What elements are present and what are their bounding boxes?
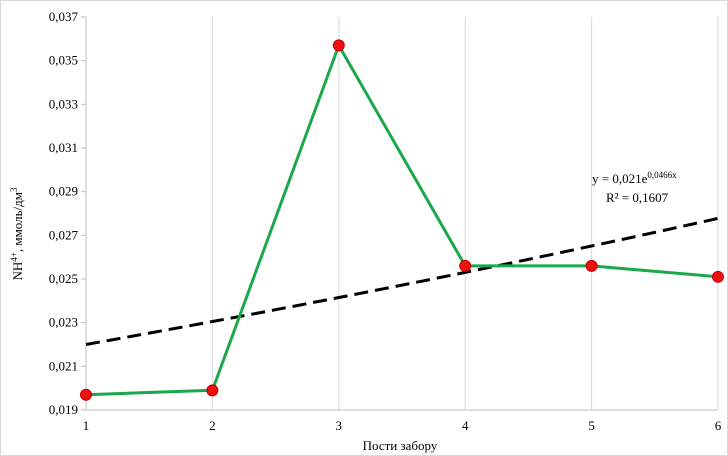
trendline-equation-prefix: y = 0,021e xyxy=(592,171,648,186)
y-tick-label: 0,021 xyxy=(49,358,78,373)
y-tick-labels: 0,019 0,021 0,023 0,025 0,027 0,029 0,031 0,033… xyxy=(49,9,79,417)
trendline xyxy=(85,216,719,346)
y-tick-label: 0,037 xyxy=(49,9,79,24)
trendline-path xyxy=(85,216,719,346)
x-tick-labels: 1 2 3 4 5 6 xyxy=(83,418,722,433)
grid-lines xyxy=(211,17,719,410)
axes xyxy=(81,16,718,411)
x-axis-title: Пости забору xyxy=(363,438,438,453)
y-tick-label: 0,031 xyxy=(49,140,78,155)
data-point xyxy=(585,259,598,272)
y-tick-label: 0,029 xyxy=(49,184,78,199)
trendline-equation: y = 0,021e0,0466x xyxy=(592,170,677,186)
y-tick-label: 0,023 xyxy=(49,315,78,330)
x-tick-label: 6 xyxy=(715,418,722,433)
y-tick-label: 0,035 xyxy=(49,53,78,68)
x-tick-label: 3 xyxy=(336,418,343,433)
x-tick-label: 2 xyxy=(209,418,216,433)
data-point xyxy=(332,39,345,52)
trendline-equation-exponent: 0,0466x xyxy=(647,170,677,180)
y-axis-title-unit-sup: 3 xyxy=(9,187,19,192)
x-tick-label: 4 xyxy=(462,418,469,433)
data-point xyxy=(712,270,724,283)
y-axis-title-main: NH xyxy=(10,262,25,281)
data-point xyxy=(206,384,219,397)
data-point xyxy=(459,259,472,272)
series-line xyxy=(85,43,719,397)
data-series xyxy=(80,39,724,401)
trendline-r2: R² = 0,1607 xyxy=(606,190,669,205)
x-tick-label: 1 xyxy=(83,418,90,433)
y-axis-title-sup: 4+ xyxy=(9,252,19,262)
y-axis-title-unit: , ммоль/дм xyxy=(10,192,25,252)
y-tick-label: 0,033 xyxy=(49,96,78,111)
y-tick-label: 0,025 xyxy=(49,271,78,286)
y-tick-label: 0,019 xyxy=(49,402,78,417)
data-point xyxy=(80,388,92,401)
y-axis-title: NH4+, ммоль/дм3 xyxy=(9,187,25,281)
y-tick-label: 0,027 xyxy=(49,227,79,242)
x-tick-label: 5 xyxy=(588,418,595,433)
